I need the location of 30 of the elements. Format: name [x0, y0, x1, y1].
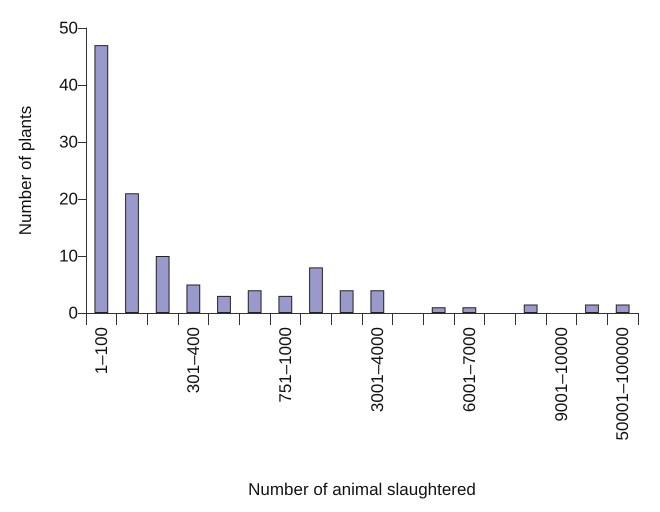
y-tick-label: 0	[68, 304, 78, 322]
x-axis-title: Number of animal slaughtered	[248, 480, 476, 499]
bar	[616, 304, 630, 313]
x-tick-label: 751–1000	[276, 327, 295, 403]
y-tick-label: 30	[59, 132, 78, 152]
bar	[125, 193, 139, 313]
bar	[278, 296, 292, 313]
x-tick-label: 50001–100000	[613, 327, 632, 440]
x-tick-label: 301–400	[184, 327, 203, 394]
bar	[585, 304, 599, 313]
bar	[462, 307, 476, 313]
y-tick-label: 50	[59, 18, 78, 38]
bar	[248, 290, 262, 313]
y-tick-label: 10	[59, 246, 78, 266]
y-tick-label: 20	[59, 190, 78, 208]
x-tick-label: 6001–7000	[460, 327, 479, 412]
x-tick-label: 9001–10000	[552, 327, 571, 422]
y-axis-title: Number of plants	[16, 106, 35, 236]
bar	[217, 296, 231, 313]
bar	[340, 290, 354, 313]
bar	[94, 45, 108, 313]
y-tick-label: 40	[59, 76, 78, 94]
bar	[432, 307, 446, 313]
bar	[156, 256, 170, 313]
bar	[309, 267, 323, 313]
bar	[524, 304, 538, 313]
bar	[186, 284, 200, 313]
bar	[370, 290, 384, 313]
x-tick-label: 3001–4000	[368, 327, 387, 412]
x-tick-label: 1–100	[92, 327, 111, 374]
